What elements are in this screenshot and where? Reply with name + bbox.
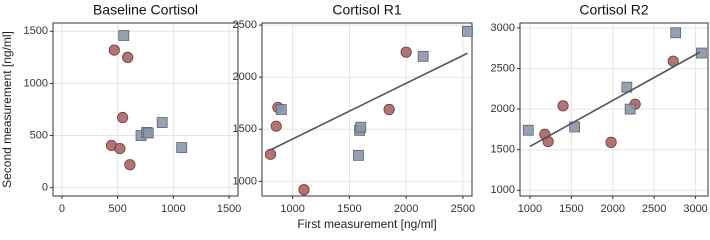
panel-title: Cortisol R2: [579, 2, 648, 18]
x-tick-label: 2500: [451, 203, 475, 215]
plot-frame: [519, 22, 709, 197]
point: [270, 120, 282, 132]
y-tick-label: 1000: [24, 77, 48, 89]
point: [122, 51, 134, 63]
point: [108, 44, 120, 56]
trend-line: [269, 52, 468, 151]
x-tick-label: 500: [108, 203, 126, 215]
point: [400, 46, 412, 58]
y-axis-label: Second measurement [ng/ml]: [0, 31, 14, 188]
x-tick-label: 2000: [601, 203, 625, 215]
point: [298, 184, 310, 196]
y-tick-label: 1500: [491, 144, 515, 156]
plot-frame: [52, 22, 239, 197]
x-tick-label: 1000: [518, 203, 542, 215]
y-tick-label: 1000: [233, 175, 257, 187]
point: [176, 142, 188, 153]
y-tick-label: 0: [42, 182, 48, 194]
point: [670, 27, 682, 39]
y-tick-label: 1000: [491, 184, 515, 196]
point: [142, 127, 154, 139]
y-tick-label: 2000: [491, 103, 515, 115]
point: [118, 30, 130, 41]
panel-title: Cortisol R1: [332, 2, 401, 18]
point: [557, 100, 569, 112]
point: [353, 149, 364, 161]
point: [605, 136, 617, 148]
plot-area: [262, 23, 472, 196]
point: [383, 103, 395, 116]
point: [114, 142, 126, 155]
x-tick-label: 1000: [161, 203, 185, 215]
y-tick-label: 1500: [24, 25, 48, 37]
x-tick-label: 3000: [683, 203, 707, 215]
point: [117, 111, 129, 124]
y-tick-label: 2500: [491, 62, 515, 74]
y-tick-label: 500: [30, 129, 48, 141]
point: [462, 25, 473, 37]
plot-area: [53, 23, 238, 196]
point: [124, 159, 136, 171]
point: [417, 50, 429, 62]
y-tick-label: 3000: [491, 22, 515, 34]
x-tick-label: 1500: [559, 203, 583, 215]
x-tick-label: 0: [59, 203, 65, 215]
point: [624, 103, 636, 115]
x-tick-label: 2000: [394, 203, 418, 215]
y-tick-label: 2000: [233, 71, 257, 83]
panel-title: Baseline Cortisol: [93, 2, 198, 18]
x-tick-label: 1000: [280, 203, 304, 215]
x-tick-label: 1500: [337, 203, 361, 215]
plot-frame: [261, 22, 473, 197]
x-tick-label: 1500: [217, 203, 241, 215]
point: [695, 47, 707, 59]
point: [522, 124, 534, 136]
point: [355, 121, 367, 133]
point: [156, 117, 168, 128]
point: [275, 104, 287, 115]
y-tick-label: 2500: [233, 19, 257, 31]
chart: 0 500 1000 1500 0 500 1000 1500 Baseline Cortiso…: [0, 2, 709, 231]
x-tick-label: 2500: [642, 203, 666, 215]
x-axis-label: First measurement [ng/ml]: [297, 217, 436, 231]
y-tick-label: 1500: [233, 123, 257, 135]
trend-line: [529, 51, 701, 148]
